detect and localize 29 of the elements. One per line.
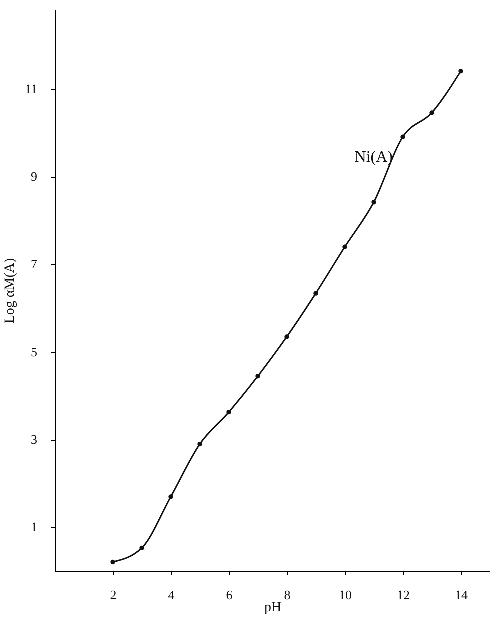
x-tick-label: 8 [284, 588, 291, 602]
point [110, 560, 116, 565]
point [168, 494, 174, 500]
y-tick-label: 7 [31, 256, 38, 272]
point [256, 374, 260, 379]
point [372, 200, 376, 205]
y-tick-label: 11 [24, 81, 38, 96]
point [342, 244, 348, 250]
x-tick-label: 10 [339, 588, 352, 602]
y-tick-label: 9 [31, 169, 38, 184]
x-tick-label: 14 [455, 588, 468, 602]
point [226, 410, 232, 415]
x-tick-label: 6 [226, 588, 234, 602]
y-tick-label: 1 [31, 520, 38, 535]
point [458, 69, 464, 74]
x-tick-label: 4 [168, 588, 176, 602]
point [284, 334, 290, 340]
y-tick-label: 3 [31, 432, 38, 448]
y-tick-label: 5 [31, 344, 38, 360]
series-label: Ni(A) [354, 149, 393, 166]
x-tick-label: 12 [397, 588, 410, 602]
x-tick-label: 2 [110, 588, 117, 602]
y-axis-title: Log αM(A) [2, 258, 18, 324]
point [140, 546, 144, 551]
point [314, 291, 318, 296]
point [400, 134, 406, 140]
x-axis-title: pH [264, 600, 282, 616]
point [198, 442, 202, 447]
point [430, 110, 434, 116]
